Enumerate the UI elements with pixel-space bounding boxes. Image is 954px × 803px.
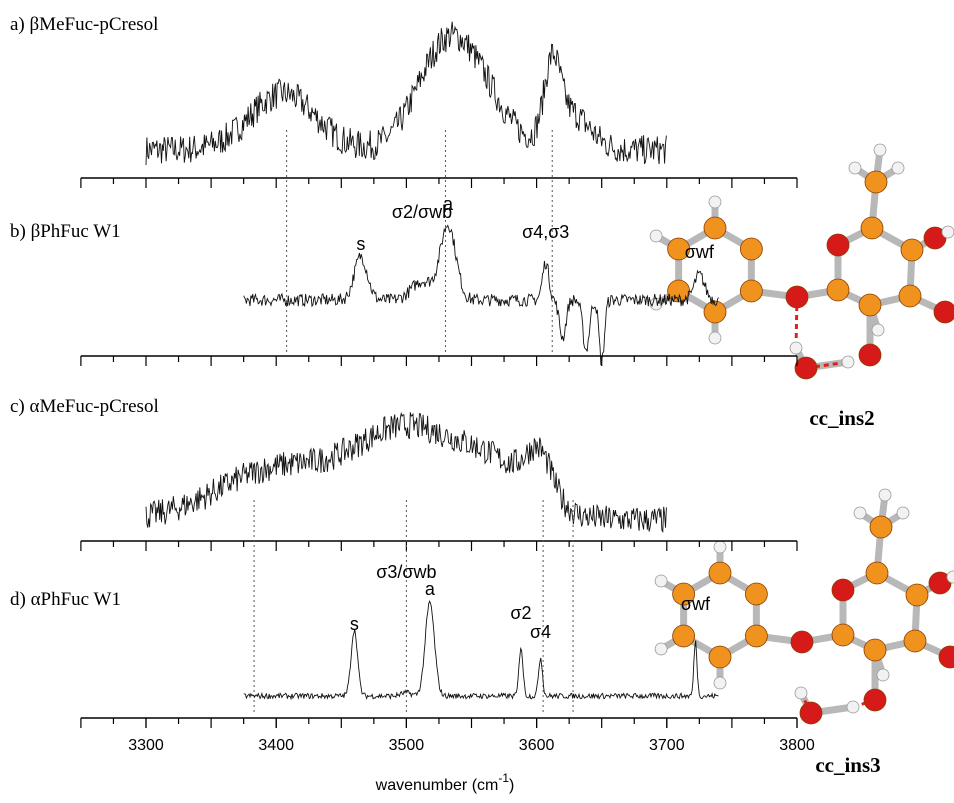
- peak-label: σwf: [681, 594, 711, 614]
- atom: [709, 562, 731, 584]
- peak-label: σ4,σ3: [522, 222, 569, 242]
- atom: [673, 625, 695, 647]
- atom: [714, 677, 726, 689]
- peak-label: a: [443, 194, 454, 214]
- peak-label: σ2: [510, 603, 531, 623]
- atom: [859, 294, 881, 316]
- atom: [832, 624, 854, 646]
- figure: wavenumber (cm-1) cc_ins2 cc_ins3 a) βMe…: [0, 0, 954, 803]
- atom: [864, 689, 886, 711]
- peak-label: σ4: [530, 622, 551, 642]
- atom: [709, 332, 721, 344]
- atom: [790, 342, 802, 354]
- atom: [714, 541, 726, 553]
- atom: [655, 643, 667, 655]
- atom: [861, 217, 883, 239]
- peak-label: s: [356, 234, 365, 254]
- atom: [740, 280, 762, 302]
- atom: [740, 238, 762, 260]
- atom: [874, 144, 886, 156]
- atom: [786, 286, 808, 308]
- atom: [906, 584, 928, 606]
- atom: [745, 583, 767, 605]
- spectrum: [244, 226, 719, 366]
- molecules: [650, 144, 954, 724]
- x-axis-title-text: wavenumber (cm: [375, 777, 499, 794]
- structure-name: cc_ins3: [815, 753, 880, 777]
- atom: [709, 646, 731, 668]
- atom: [827, 234, 849, 256]
- atom: [897, 507, 909, 519]
- spectrum: [146, 22, 666, 165]
- x-axis-title-end: ): [509, 777, 514, 794]
- structure-name: cc_ins2: [809, 406, 874, 430]
- atom: [899, 285, 921, 307]
- peak-label: s: [350, 614, 359, 634]
- atom: [795, 687, 807, 699]
- atom: [865, 171, 887, 193]
- atom: [859, 344, 881, 366]
- atom: [866, 562, 888, 584]
- atom: [842, 356, 854, 368]
- atom: [877, 669, 889, 681]
- atom: [934, 301, 954, 323]
- panel-label: c) αMeFuc-pCresol: [10, 396, 159, 417]
- x-tick-label: 3700: [649, 737, 685, 754]
- atom: [650, 230, 662, 242]
- atom: [827, 279, 849, 301]
- panel-label: a) βMeFuc-pCresol: [10, 14, 158, 35]
- x-tick-label: 3300: [128, 737, 164, 754]
- x-tick-label: 3800: [779, 737, 815, 754]
- atom: [655, 575, 667, 587]
- atom: [709, 196, 721, 208]
- peak-label: σwf: [685, 242, 715, 262]
- atom: [847, 701, 859, 713]
- atom: [854, 507, 866, 519]
- atom: [872, 324, 884, 336]
- atom: [904, 630, 926, 652]
- atom: [795, 357, 817, 379]
- x-axis-title-sup: -1: [498, 771, 509, 785]
- x-axis-title: wavenumber (cm-1): [375, 771, 515, 794]
- x-tick-label: 3400: [258, 737, 294, 754]
- atom: [879, 489, 891, 501]
- atom: [704, 217, 726, 239]
- atom: [901, 239, 923, 261]
- atom: [870, 516, 892, 538]
- atom: [800, 702, 822, 724]
- spectrum: [244, 601, 719, 699]
- atom: [745, 625, 767, 647]
- atom: [791, 631, 813, 653]
- atom: [892, 162, 904, 174]
- x-tick-label: 3500: [389, 737, 425, 754]
- atom: [832, 579, 854, 601]
- atom: [864, 639, 886, 661]
- panel-label: d) αPhFuc W1: [10, 589, 121, 610]
- spectrum: [146, 412, 666, 531]
- peak-label: a: [425, 579, 436, 599]
- panel-label: b) βPhFuc W1: [10, 221, 121, 242]
- x-tick-label: 3600: [519, 737, 555, 754]
- atom: [942, 226, 954, 238]
- atom: [849, 162, 861, 174]
